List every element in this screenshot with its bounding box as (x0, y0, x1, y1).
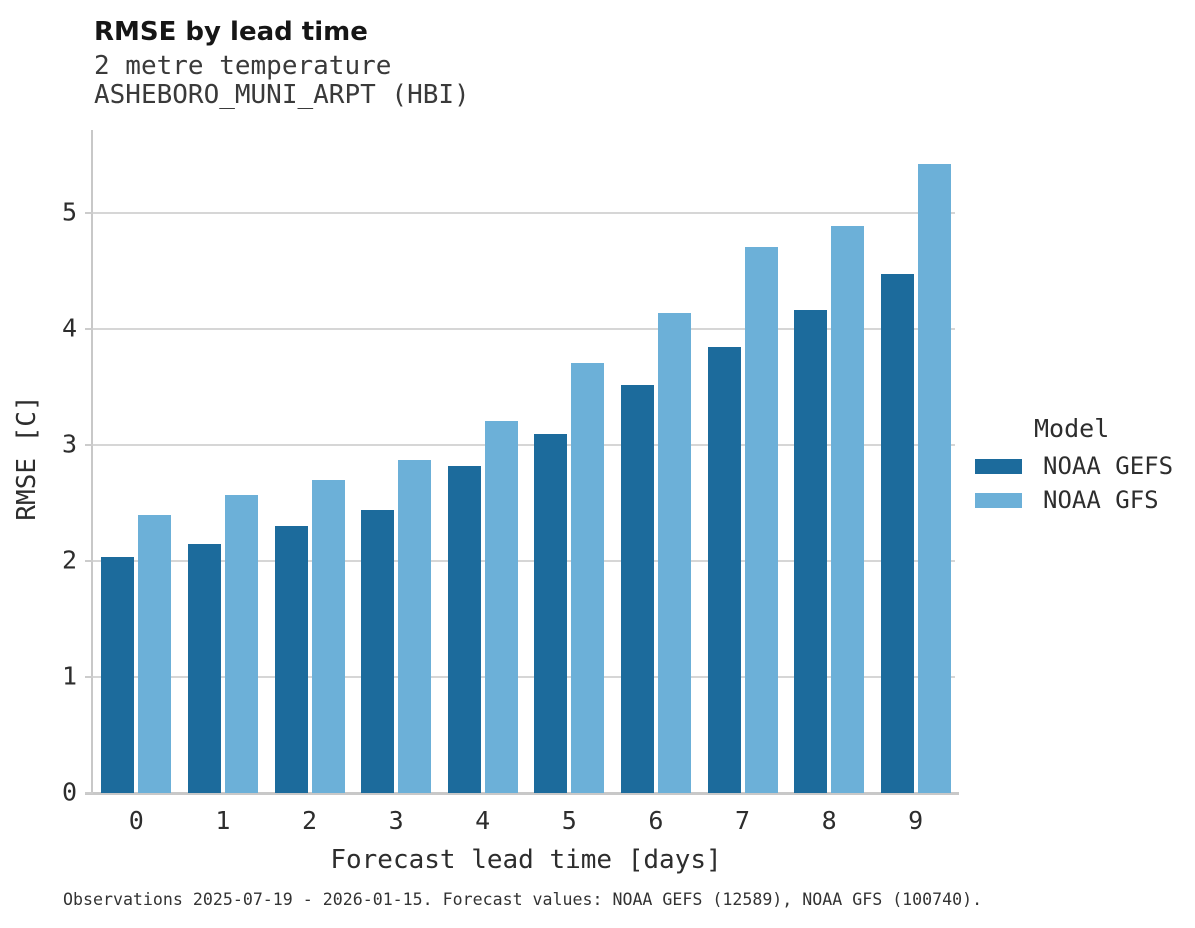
x-tick-label-2: 2 (301, 806, 318, 835)
gridline-y-1 (93, 676, 955, 679)
x-axis-title: Forecast lead time [days] (330, 845, 722, 875)
gridline-y-4 (93, 328, 955, 331)
y-axis-tick-labels: 0 1 2 3 4 5 (0, 130, 77, 807)
plot-area (85, 130, 959, 795)
legend-swatch-noaa-gfs (975, 492, 1022, 508)
y-tick-label-2: 2 (61, 545, 77, 575)
y-tick-4 (85, 328, 93, 331)
bar-noaa-gefs-lead-7 (707, 346, 741, 793)
legend-item-noaa-gfs: NOAA GFS (975, 486, 1159, 514)
y-axis-line (91, 130, 93, 793)
x-tick-label-9: 9 (908, 806, 924, 835)
chart-subtitle-variable: 2 metre temperature (94, 51, 392, 81)
bar-noaa-gfs-lead-3 (398, 460, 432, 793)
x-tick-label-4: 4 (475, 806, 491, 835)
y-tick-label-3: 3 (61, 429, 77, 459)
legend-item-noaa-gefs: NOAA GEFS (975, 452, 1174, 480)
bar-noaa-gfs-lead-1 (224, 495, 258, 793)
x-tick-label-1: 1 (215, 806, 231, 835)
bar-noaa-gfs-lead-4 (484, 420, 518, 793)
bar-noaa-gefs-lead-4 (447, 466, 481, 793)
bar-noaa-gefs-lead-0 (101, 556, 135, 793)
footer-caption: Observations 2025-07-19 - 2026-01-15. Fo… (63, 890, 983, 909)
gridline-y-2 (93, 560, 955, 563)
bar-noaa-gefs-lead-8 (794, 309, 828, 793)
gridline-y-5 (93, 212, 955, 215)
bar-noaa-gefs-lead-6 (620, 385, 654, 793)
x-tick-label-7: 7 (734, 806, 751, 835)
bar-noaa-gefs-lead-1 (187, 543, 221, 793)
bar-noaa-gefs-lead-9 (880, 273, 914, 793)
gridline-y-3 (93, 444, 955, 447)
x-tick-label-3: 3 (388, 806, 404, 835)
y-tick-1 (85, 676, 93, 679)
y-tick-label-0: 0 (61, 777, 77, 807)
y-tick-0 (85, 792, 93, 794)
bar-noaa-gfs-lead-8 (831, 226, 865, 793)
bar-noaa-gfs-lead-5 (571, 362, 605, 793)
y-tick-label-4: 4 (61, 313, 77, 343)
legend-label-noaa-gefs: NOAA GEFS (1043, 452, 1174, 480)
x-axis-line (85, 792, 959, 795)
y-tick-3 (85, 444, 93, 447)
y-tick-2 (85, 560, 93, 563)
x-tick-label-0: 0 (128, 806, 144, 835)
bar-noaa-gfs-lead-9 (917, 163, 951, 793)
x-axis-tick-labels: 0 1 2 3 4 5 6 7 8 9 (93, 806, 959, 840)
y-tick-label-1: 1 (61, 661, 77, 691)
y-tick-label-5: 5 (61, 197, 77, 227)
chart-subtitle-station: ASHEBORO_MUNI_ARPT (HBI) (94, 80, 470, 110)
bar-noaa-gefs-lead-3 (361, 510, 395, 793)
legend-swatch-noaa-gefs (975, 458, 1022, 474)
bar-noaa-gfs-lead-6 (657, 313, 691, 793)
bar-noaa-gfs-lead-7 (744, 247, 778, 793)
bar-noaa-gfs-lead-0 (138, 514, 172, 793)
bar-noaa-gfs-lead-2 (311, 480, 345, 793)
bar-noaa-gefs-lead-2 (274, 526, 308, 793)
x-tick-label-8: 8 (821, 806, 837, 835)
x-tick-label-6: 6 (648, 806, 664, 835)
chart-title: RMSE by lead time (94, 17, 368, 47)
legend-title: Model (1034, 414, 1110, 443)
x-tick-label-5: 5 (561, 806, 577, 835)
bar-noaa-gefs-lead-5 (534, 433, 568, 793)
y-tick-5 (85, 212, 93, 215)
legend-label-noaa-gfs: NOAA GFS (1043, 486, 1159, 514)
